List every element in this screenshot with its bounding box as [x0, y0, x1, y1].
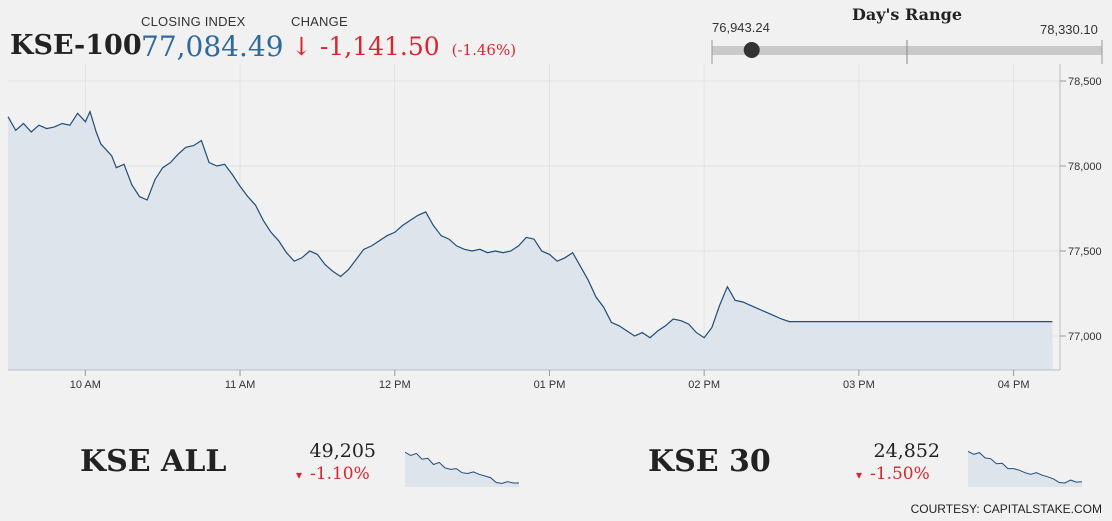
- kse-all-change-row: ▾ -1.10%: [296, 464, 370, 484]
- change-row: ↓ -1,141.50 (-1.46%): [291, 32, 516, 61]
- kse100-intraday-chart: 78,500 78,000 77,500 77,000 10 AM 11 AM 12 PM 0…: [7, 64, 1102, 391]
- x-tick-label: 03 PM: [843, 379, 875, 391]
- x-tick-label: 12 PM: [379, 379, 411, 391]
- courtesy-note: COURTESY: CAPITALSTAKE.COM: [910, 502, 1102, 516]
- sparkline-area: [968, 451, 1082, 487]
- y-tick-label: 77,500: [1068, 246, 1102, 258]
- kse-all-value: 49,205: [309, 440, 376, 462]
- kse-30-name: KSE 30: [648, 444, 771, 479]
- y-tick-label: 78,500: [1068, 76, 1102, 88]
- y-tick-label: 77,000: [1068, 331, 1102, 343]
- change-caption: CHANGE: [291, 14, 348, 29]
- sparkline-line: [968, 450, 1082, 484]
- change-value: -1,141.50: [319, 32, 440, 61]
- closing-index-caption: CLOSING INDEX: [141, 14, 246, 29]
- closing-index-value: 77,084.49: [141, 30, 284, 63]
- series-area: [8, 111, 1053, 370]
- y-tick-label: 78,000: [1068, 161, 1102, 173]
- kse-30-down-icon: ▾: [856, 468, 863, 482]
- x-tick-label: 11 AM: [225, 379, 255, 391]
- sparkline-area: [405, 452, 519, 487]
- kse-all-sparkline: [405, 451, 519, 487]
- x-tick-label: 04 PM: [998, 379, 1030, 391]
- sparkline-line: [405, 451, 519, 484]
- down-arrow-icon: ↓: [291, 32, 312, 61]
- days-range-high: 78,330.10: [1040, 22, 1098, 37]
- kse-30-sparkline: [968, 450, 1082, 487]
- change-percent: (-1.46%): [451, 41, 517, 59]
- x-tick-label: 01 PM: [534, 379, 566, 391]
- x-tick-label: 02 PM: [688, 379, 720, 391]
- days-range-caption: Day's Range: [851, 5, 963, 24]
- days-range-marker: [743, 42, 760, 58]
- x-tick-label: 10 AM: [70, 379, 101, 391]
- kse-all-down-icon: ▾: [296, 468, 303, 482]
- kse-30-value: 24,852: [873, 440, 940, 462]
- index-title: KSE-100: [10, 30, 142, 61]
- series-line: [7, 109, 1053, 339]
- days-range-low: 76,943.24: [712, 20, 770, 35]
- kse-30-change: -1.50%: [870, 464, 930, 484]
- kse-all-name: KSE ALL: [80, 444, 227, 479]
- days-range-slider: [711, 40, 1103, 64]
- kse-all-change: -1.10%: [310, 464, 370, 484]
- kse-30-change-row: ▾ -1.50%: [856, 464, 930, 484]
